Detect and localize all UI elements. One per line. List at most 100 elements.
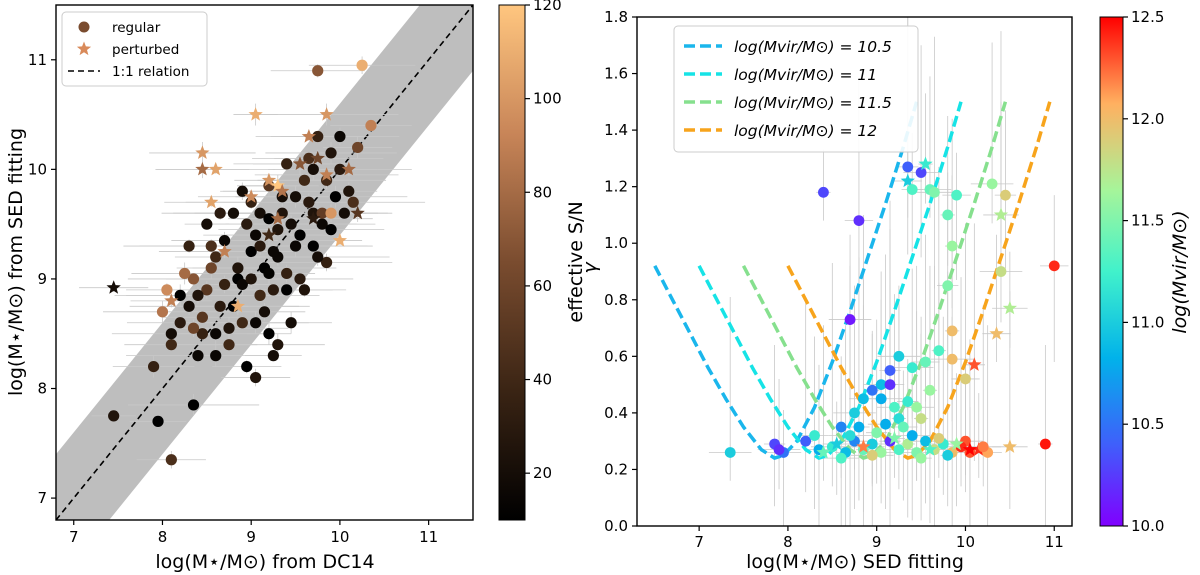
regular-point [329,191,342,203]
colorbar-tick-label: 40 [533,371,552,389]
galaxy-point [906,430,918,441]
y-axis-label: γ [579,261,601,274]
perturbed-point [310,150,325,165]
regular-point [152,415,164,427]
galaxy-point [915,413,927,424]
regular-point [343,185,355,197]
galaxy-point [884,365,896,376]
left-panel: 7 8 9 10 11 7 8 9 10 11 log(M⋆/M⊙) from DC14 log(… [5,0,587,573]
regular-point [307,163,319,175]
galaxy-point [897,421,909,433]
galaxy-point [893,413,905,424]
galaxy-point [933,432,945,444]
regular-point [183,300,195,312]
legend: regular perturbed 1:1 relation [61,11,208,87]
plot-frame [636,16,1073,527]
model-curve [697,101,963,460]
perturbed-point [292,156,308,170]
perturbed-point [275,183,290,198]
regular-point [267,245,279,258]
galaxy-point [880,418,891,430]
perturbed-point [217,244,232,258]
galaxy-point [866,449,878,461]
x-axis-label: log(M⋆/M⊙) SED fitting [746,551,964,573]
legend-label-one-to-one: 1:1 relation [112,64,189,80]
perturbed-point [332,233,347,247]
y-tick-label: 0.8 [604,291,628,309]
axis-ticks: 7 8 9 10 11 0.0 0.2 0.4 0.6 0.8 1.0 1.2 1.4 1.6 1.8 [604,8,1064,551]
regular-point [232,262,244,274]
galaxy-point [875,393,887,405]
colorbar-tick-label: 120 [533,0,562,14]
model-curve [741,101,1008,460]
regular-point [218,234,231,247]
regular-point [236,278,248,291]
galaxy-point [1039,438,1051,450]
regular-point [192,350,204,362]
axis-ticks: 7 8 9 10 11 7 8 9 10 11 [28,51,438,546]
galaxy-point [915,452,927,464]
regular-point [258,306,271,318]
galaxy-point [915,167,927,178]
galaxy-point [1048,260,1060,272]
regular-point [298,174,311,186]
legend-label-perturbed: perturbed [112,42,179,58]
perturbed-point [261,227,277,242]
regular-point [289,240,302,252]
regular-point [165,328,177,340]
regular-point [192,289,204,301]
regular-point [245,245,257,258]
regular-point [214,207,226,219]
x-tick-label: 8 [158,528,168,546]
perturbed-point [208,161,223,176]
regular-point [214,300,226,312]
regular-point [241,218,253,230]
colorbar-ticks: 20 40 60 80 100 120 [525,0,562,482]
regular-point [289,191,302,203]
regular-point [156,306,169,318]
x-tick-label: 9 [246,528,256,546]
regular-point [294,273,306,285]
y-tick-label: 7 [37,489,47,507]
legend-star-marker [76,41,92,56]
y-tick-label: 11 [28,51,47,69]
regular-point [236,317,248,329]
galaxy-point [946,240,958,252]
regular-point [250,317,262,329]
regular-point [196,328,208,340]
legend-label-regular: regular [112,20,161,36]
regular-point [108,410,120,422]
regular-point [210,328,222,340]
x-tick-label: 10 [330,528,349,546]
regular-point [254,289,266,301]
regular-point [334,130,346,143]
colorbar-tick-label: 12.5 [1131,8,1164,26]
colorbar-tick-label: 10.0 [1131,517,1164,535]
regular-point [325,207,337,219]
galaxy-point [942,449,954,461]
colorbar-tick-label: 11.0 [1131,313,1164,331]
y-tick-label: 0.0 [604,517,628,535]
galaxy-point [871,427,883,439]
regular-point [347,196,359,208]
galaxy-point [902,396,914,407]
galaxy-point [942,280,954,292]
galaxy-point [875,379,887,391]
x-tick-label: 10 [956,533,975,551]
regular-point [218,278,231,291]
regular-point [303,152,315,165]
galaxy-point [866,438,878,450]
regular-point [352,141,364,154]
perturbed-point [1002,300,1017,315]
legend-label-mvir-10-5: log(Mvir/M⊙) = 10.5 [734,38,892,56]
colorbar-tick-label: 11.5 [1131,212,1164,230]
regular-point [272,339,284,351]
galaxy-point [951,189,962,201]
perturbed-point [244,189,259,203]
x-axis-label: log(M⋆/M⊙) from DC14 [155,551,374,573]
regular-point [325,147,337,159]
galaxy-point [893,350,905,362]
regular-point [187,273,200,285]
colorbar-ticks: 10.0 10.5 11.0 11.5 12.0 12.5 [1123,8,1164,535]
regular-point [312,251,324,263]
